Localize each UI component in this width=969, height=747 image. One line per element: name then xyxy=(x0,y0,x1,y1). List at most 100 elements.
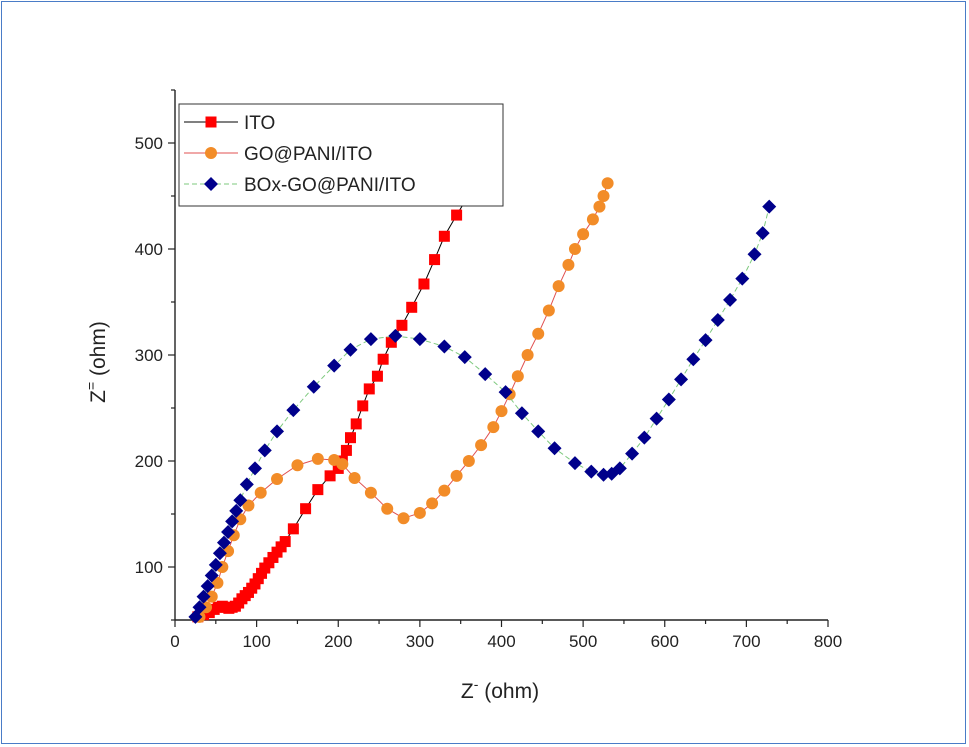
data-point xyxy=(312,484,324,496)
legend-box xyxy=(178,103,504,207)
legend-label: BOx-GO@PANI/ITO xyxy=(244,175,416,196)
data-point xyxy=(413,506,426,519)
data-point xyxy=(584,464,599,479)
data-point xyxy=(306,379,321,394)
data-point xyxy=(364,486,377,499)
data-point xyxy=(257,443,272,458)
data-point xyxy=(577,228,590,241)
plot-area: 0 100 200 300 400 500 600 700 800 100 200 300 400 50… xyxy=(135,89,842,651)
legend: ITO GO@PANI/ITO BOx-GO@PANI/ITO xyxy=(178,103,504,207)
data-point xyxy=(397,512,410,525)
data-point xyxy=(385,336,397,348)
data-point xyxy=(593,200,606,213)
data-point xyxy=(625,446,640,461)
data-point xyxy=(287,523,299,535)
data-point xyxy=(755,226,770,241)
legend-marker xyxy=(204,177,218,191)
data-point xyxy=(514,406,529,421)
data-point xyxy=(200,579,215,594)
data-point xyxy=(242,499,255,512)
data-point xyxy=(204,568,219,583)
data-point xyxy=(597,190,610,202)
x-tick-label: 200 xyxy=(324,632,352,651)
data-point xyxy=(601,177,614,190)
data-point xyxy=(357,400,369,412)
legend-marker xyxy=(205,147,217,159)
data-point xyxy=(495,405,508,418)
data-point xyxy=(762,199,777,214)
y-axis-label-unit: (ohm) xyxy=(87,321,110,382)
data-point xyxy=(426,497,439,510)
series-1 xyxy=(193,177,614,623)
data-point xyxy=(216,535,231,550)
data-point xyxy=(450,469,463,482)
data-point xyxy=(229,503,244,518)
data-point xyxy=(371,370,383,382)
legend-entries: ITO GO@PANI/ITO BOx-GO@PANI/ITO xyxy=(184,113,416,196)
data-point xyxy=(547,441,562,456)
data-point xyxy=(567,456,582,471)
y-axis-label: Z= (ohm) xyxy=(83,321,110,403)
data-point xyxy=(343,342,358,357)
data-point xyxy=(457,350,472,365)
data-point xyxy=(612,461,627,476)
data-point xyxy=(247,461,262,476)
data-point xyxy=(239,477,254,492)
data-point xyxy=(300,503,312,515)
series-line xyxy=(199,183,609,618)
y-axis-label-sup: = xyxy=(83,382,99,390)
data-point xyxy=(429,254,441,266)
x-axis-label: Z- (ohm) xyxy=(461,676,539,703)
data-point xyxy=(531,424,546,439)
y-tick-label: 200 xyxy=(135,452,163,471)
data-point xyxy=(438,230,450,242)
series-0 xyxy=(192,152,503,623)
data-point xyxy=(388,328,403,343)
y-axis-label-main: Z xyxy=(87,390,110,403)
data-point xyxy=(336,458,349,471)
x-tick-label: 400 xyxy=(487,632,515,651)
data-point xyxy=(661,392,676,407)
data-point xyxy=(196,589,211,604)
data-point xyxy=(377,353,389,365)
x-tick-label: 500 xyxy=(569,632,597,651)
data-point xyxy=(735,271,750,286)
data-point xyxy=(270,424,285,439)
x-axis-label-unit: (ohm) xyxy=(478,680,539,703)
data-point xyxy=(412,332,427,347)
data-point xyxy=(451,209,463,221)
data-point xyxy=(552,280,565,293)
x-ticks: 0 100 200 300 400 500 600 700 800 xyxy=(170,620,842,651)
data-point xyxy=(192,600,207,615)
data-point xyxy=(350,418,362,430)
data-point xyxy=(511,370,524,383)
data-point xyxy=(348,471,361,484)
data-point xyxy=(698,333,713,348)
x-tick-label: 700 xyxy=(732,632,760,651)
data-point xyxy=(418,278,430,290)
data-point xyxy=(475,439,488,452)
data-point xyxy=(363,332,378,347)
data-point xyxy=(674,372,689,387)
data-point xyxy=(344,432,356,444)
data-point xyxy=(225,514,240,529)
x-axis-label-main: Z xyxy=(461,680,474,703)
x-tick-label: 100 xyxy=(242,632,270,651)
data-point xyxy=(221,525,236,540)
data-point xyxy=(438,484,451,497)
series-layer xyxy=(188,152,777,624)
data-point xyxy=(747,247,762,262)
series-line xyxy=(197,157,498,618)
x-tick-label: 800 xyxy=(814,632,842,651)
data-point xyxy=(396,319,408,331)
data-point xyxy=(286,403,301,418)
data-point xyxy=(487,421,500,434)
data-point xyxy=(637,430,652,445)
data-point xyxy=(208,557,223,572)
data-point xyxy=(381,502,394,515)
x-axis-label-sup: - xyxy=(474,676,479,692)
data-point xyxy=(271,473,284,486)
data-point xyxy=(542,304,555,317)
